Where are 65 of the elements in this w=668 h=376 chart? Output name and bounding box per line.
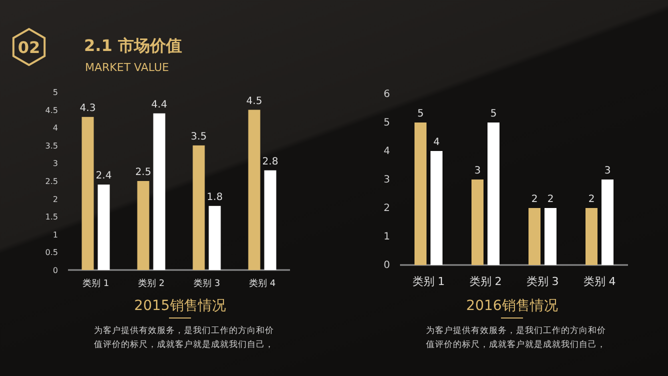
y-tick-label: 1 xyxy=(52,230,58,240)
y-tick-label: 4 xyxy=(384,146,390,157)
x-tick-label: 类别 3 xyxy=(193,278,220,289)
bar xyxy=(544,208,556,265)
data-label: 4.4 xyxy=(151,99,168,110)
data-label: 4.3 xyxy=(80,102,96,114)
data-label: 2 xyxy=(547,194,554,205)
x-tick-label: 类别 3 xyxy=(526,275,559,288)
text: 2016销售情况 xyxy=(466,298,558,314)
data-label: 4.5 xyxy=(246,96,262,107)
data-label: 1.8 xyxy=(206,192,223,203)
bar xyxy=(192,145,205,270)
y-tick-label: 3 xyxy=(384,174,390,186)
bar xyxy=(488,122,500,265)
text: 2.1 市场价值 xyxy=(84,36,182,55)
y-tick-label: 6 xyxy=(384,89,390,100)
y-tick-label: 2.5 xyxy=(45,177,58,186)
x-tick-label: 类别 1 xyxy=(82,278,110,289)
y-tick-label: 4.5 xyxy=(45,106,58,115)
x-tick-label: 类别 4 xyxy=(248,278,276,289)
bar xyxy=(602,180,614,265)
bar xyxy=(586,208,598,265)
bar xyxy=(153,113,166,270)
data-label: 2.5 xyxy=(135,167,152,178)
text: 为客户提供有效服务，是我们工作的方向和价值评价的标尺，成就客户就是成就我们自己， xyxy=(426,325,606,350)
bar xyxy=(430,151,442,265)
y-tick-label: 5 xyxy=(384,118,390,128)
text: 2015销售情况 xyxy=(134,298,226,314)
bar xyxy=(208,206,221,270)
bar xyxy=(137,181,150,270)
bar xyxy=(82,116,94,270)
bar xyxy=(98,184,110,270)
y-tick-label: 1 xyxy=(384,232,390,242)
y-tick-label: 0.5 xyxy=(45,248,58,258)
data-label: 2 xyxy=(588,194,595,205)
x-tick-label: 类别 1 xyxy=(412,275,445,288)
data-label: 5 xyxy=(490,108,497,120)
y-tick-label: 2 xyxy=(384,203,390,214)
x-tick-label: 类别 2 xyxy=(138,278,165,289)
text: 为客户提供有效服务，是我们工作的方向和价值评价的标尺，成就客户就是成就我们自己， xyxy=(94,325,274,350)
x-tick-label: 类别 2 xyxy=(469,275,502,288)
text: MARKET VALUE xyxy=(85,61,170,74)
y-tick-label: 0 xyxy=(384,260,390,271)
data-label: 4 xyxy=(433,137,440,148)
y-tick-label: 5 xyxy=(52,88,58,97)
y-tick-label: 0 xyxy=(52,266,58,275)
data-label: 2 xyxy=(531,194,538,205)
y-tick-label: 3.5 xyxy=(45,141,58,150)
y-tick-label: 4 xyxy=(52,124,58,133)
data-label: 5 xyxy=(417,108,424,120)
data-label: 3.5 xyxy=(190,131,207,142)
x-tick-label: 类别 4 xyxy=(583,275,616,288)
bar xyxy=(414,122,426,265)
bar xyxy=(528,208,540,265)
bar xyxy=(248,110,260,270)
data-label: 2.8 xyxy=(262,156,278,168)
data-label: 2.4 xyxy=(96,170,112,182)
data-label: 3 xyxy=(604,166,611,176)
text: 02 xyxy=(18,38,40,57)
bar xyxy=(472,180,484,265)
y-tick-label: 1.5 xyxy=(45,212,58,222)
data-label: 3 xyxy=(474,166,481,176)
y-tick-label: 3 xyxy=(52,159,58,168)
y-tick-label: 2 xyxy=(52,194,58,204)
bar xyxy=(264,170,276,270)
